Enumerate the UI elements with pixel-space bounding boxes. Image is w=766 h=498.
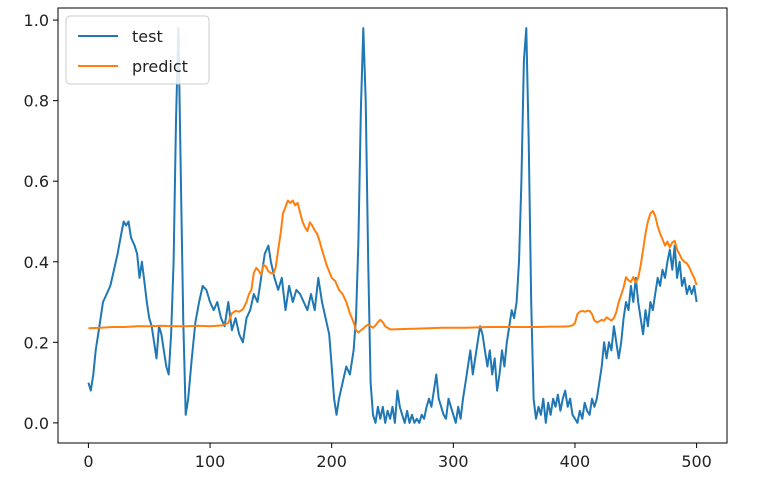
x-tick-label: 400 bbox=[560, 452, 591, 471]
plot-area bbox=[87, 27, 698, 424]
y-tick-label: 0.2 bbox=[24, 333, 49, 352]
x-tick-label: 0 bbox=[83, 452, 93, 471]
x-tick-label: 100 bbox=[195, 452, 226, 471]
x-axis-ticks: 0 100 200 300 400 500 bbox=[83, 443, 712, 471]
legend-label-predict: predict bbox=[132, 57, 188, 76]
y-tick-label: 0.4 bbox=[24, 253, 49, 272]
legend-label-test: test bbox=[132, 27, 163, 46]
y-tick-label: 0.0 bbox=[24, 414, 49, 433]
y-axis-ticks: 0.0 0.2 0.4 0.6 0.8 1.0 bbox=[24, 11, 58, 433]
legend: test predict bbox=[65, 15, 210, 85]
series-line-test bbox=[87, 27, 698, 424]
y-tick-label: 1.0 bbox=[24, 11, 49, 30]
x-tick-label: 300 bbox=[438, 452, 469, 471]
y-tick-label: 0.8 bbox=[24, 92, 49, 111]
axes-frame bbox=[57, 7, 728, 444]
x-tick-label: 500 bbox=[681, 452, 712, 471]
y-tick-label: 0.6 bbox=[24, 172, 49, 191]
x-tick-label: 200 bbox=[316, 452, 347, 471]
series-line-predict bbox=[88, 199, 698, 334]
